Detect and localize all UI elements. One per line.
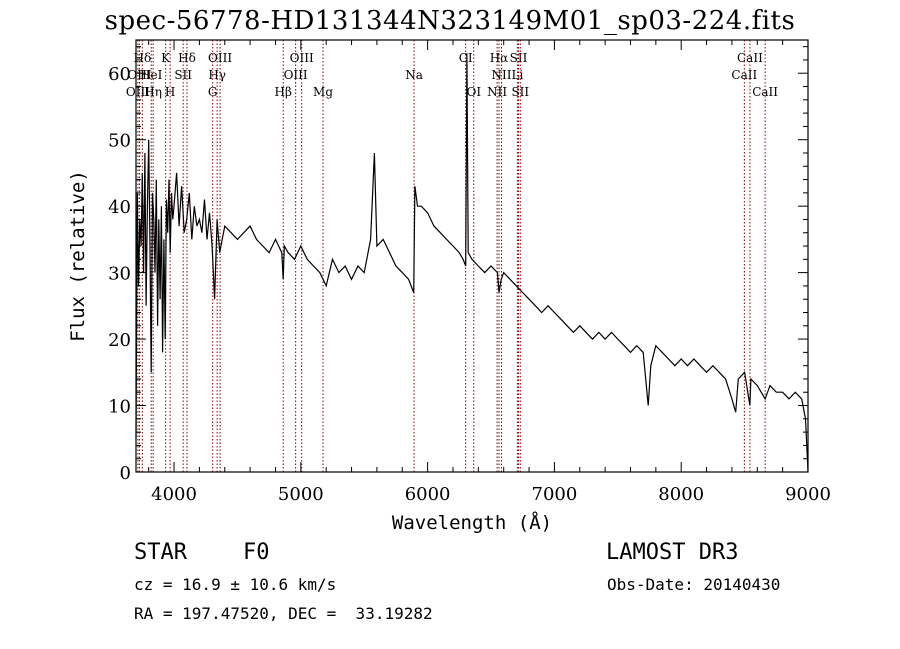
line-marker-label: CaII xyxy=(731,68,757,82)
line-marker-label: OIII xyxy=(208,51,232,65)
line-marker-label: H xyxy=(165,85,175,99)
line-marker-label: SII xyxy=(174,68,192,82)
y-tick-label: 0 xyxy=(120,463,131,484)
plot-frame xyxy=(135,39,809,473)
x-axis: 4000 5000 6000 7000 8000 9000 xyxy=(148,40,831,505)
object-subclass: F0 xyxy=(243,540,270,565)
line-marker-label: OIII xyxy=(127,68,151,82)
line-marker-label: SII xyxy=(511,85,529,99)
y-tick-label: 20 xyxy=(108,330,131,351)
x-tick-label: 9000 xyxy=(785,484,831,505)
line-marker-label: NII xyxy=(487,85,507,99)
line-marker-label: Li xyxy=(511,68,523,82)
line-marker-label: CaII xyxy=(752,85,778,99)
line-marker-label: SII xyxy=(510,51,528,65)
line-marker-label: NII xyxy=(492,68,512,82)
x-tick-label: 6000 xyxy=(405,484,451,505)
line-marker-label: CaII xyxy=(737,51,763,65)
x-axis-label: Wavelength (Å) xyxy=(392,511,552,534)
line-marker-label: Na xyxy=(405,68,423,82)
object-class: STAR xyxy=(134,540,187,565)
line-marker-label: K xyxy=(161,51,171,65)
x-tick-label: 5000 xyxy=(278,484,324,505)
redshift-text: cz = 16.9 ± 10.6 km/s xyxy=(134,575,337,594)
line-marker-label: HeI xyxy=(140,68,163,82)
line-marker-label: Hδ xyxy=(178,51,196,65)
y-tick-label: 10 xyxy=(108,397,131,418)
y-tick-label: 50 xyxy=(108,131,131,152)
line-marker-label: CI xyxy=(459,51,473,65)
y-tick-label: 30 xyxy=(108,264,131,285)
obs-date-text: Obs-Date: 20140430 xyxy=(607,575,781,594)
line-marker-label: Hβ xyxy=(275,85,292,99)
line-marker-label: G xyxy=(208,85,218,99)
line-marker-label: Mg xyxy=(313,85,333,99)
coordinates-text: RA = 197.47520, DEC = 33.19282 xyxy=(134,604,433,623)
x-tick-label: 7000 xyxy=(532,484,578,505)
x-tick-label: 4000 xyxy=(151,484,197,505)
line-marker-label: Hα xyxy=(490,51,509,65)
line-marker-label: OIII xyxy=(290,51,314,65)
line-marker-label: Hγ xyxy=(208,68,226,82)
y-axis: 0 10 20 30 40 50 60 xyxy=(108,46,808,484)
line-marker-label: OIII xyxy=(126,85,150,99)
x-tick-label: 8000 xyxy=(658,484,704,505)
survey-name: LAMOST DR3 xyxy=(606,540,739,565)
line-marker-label: OI xyxy=(466,85,481,99)
spectrum-line xyxy=(135,53,809,473)
y-axis-label: Flux (relative) xyxy=(67,170,89,342)
line-marker-label: OIII xyxy=(284,68,308,82)
y-tick-label: 40 xyxy=(108,197,131,218)
y-tick-label: 60 xyxy=(108,64,131,85)
line-marker-label: Hη xyxy=(144,85,162,99)
chart-title: spec-56778-HD131344N323149M01_sp03-224.f… xyxy=(104,6,796,36)
